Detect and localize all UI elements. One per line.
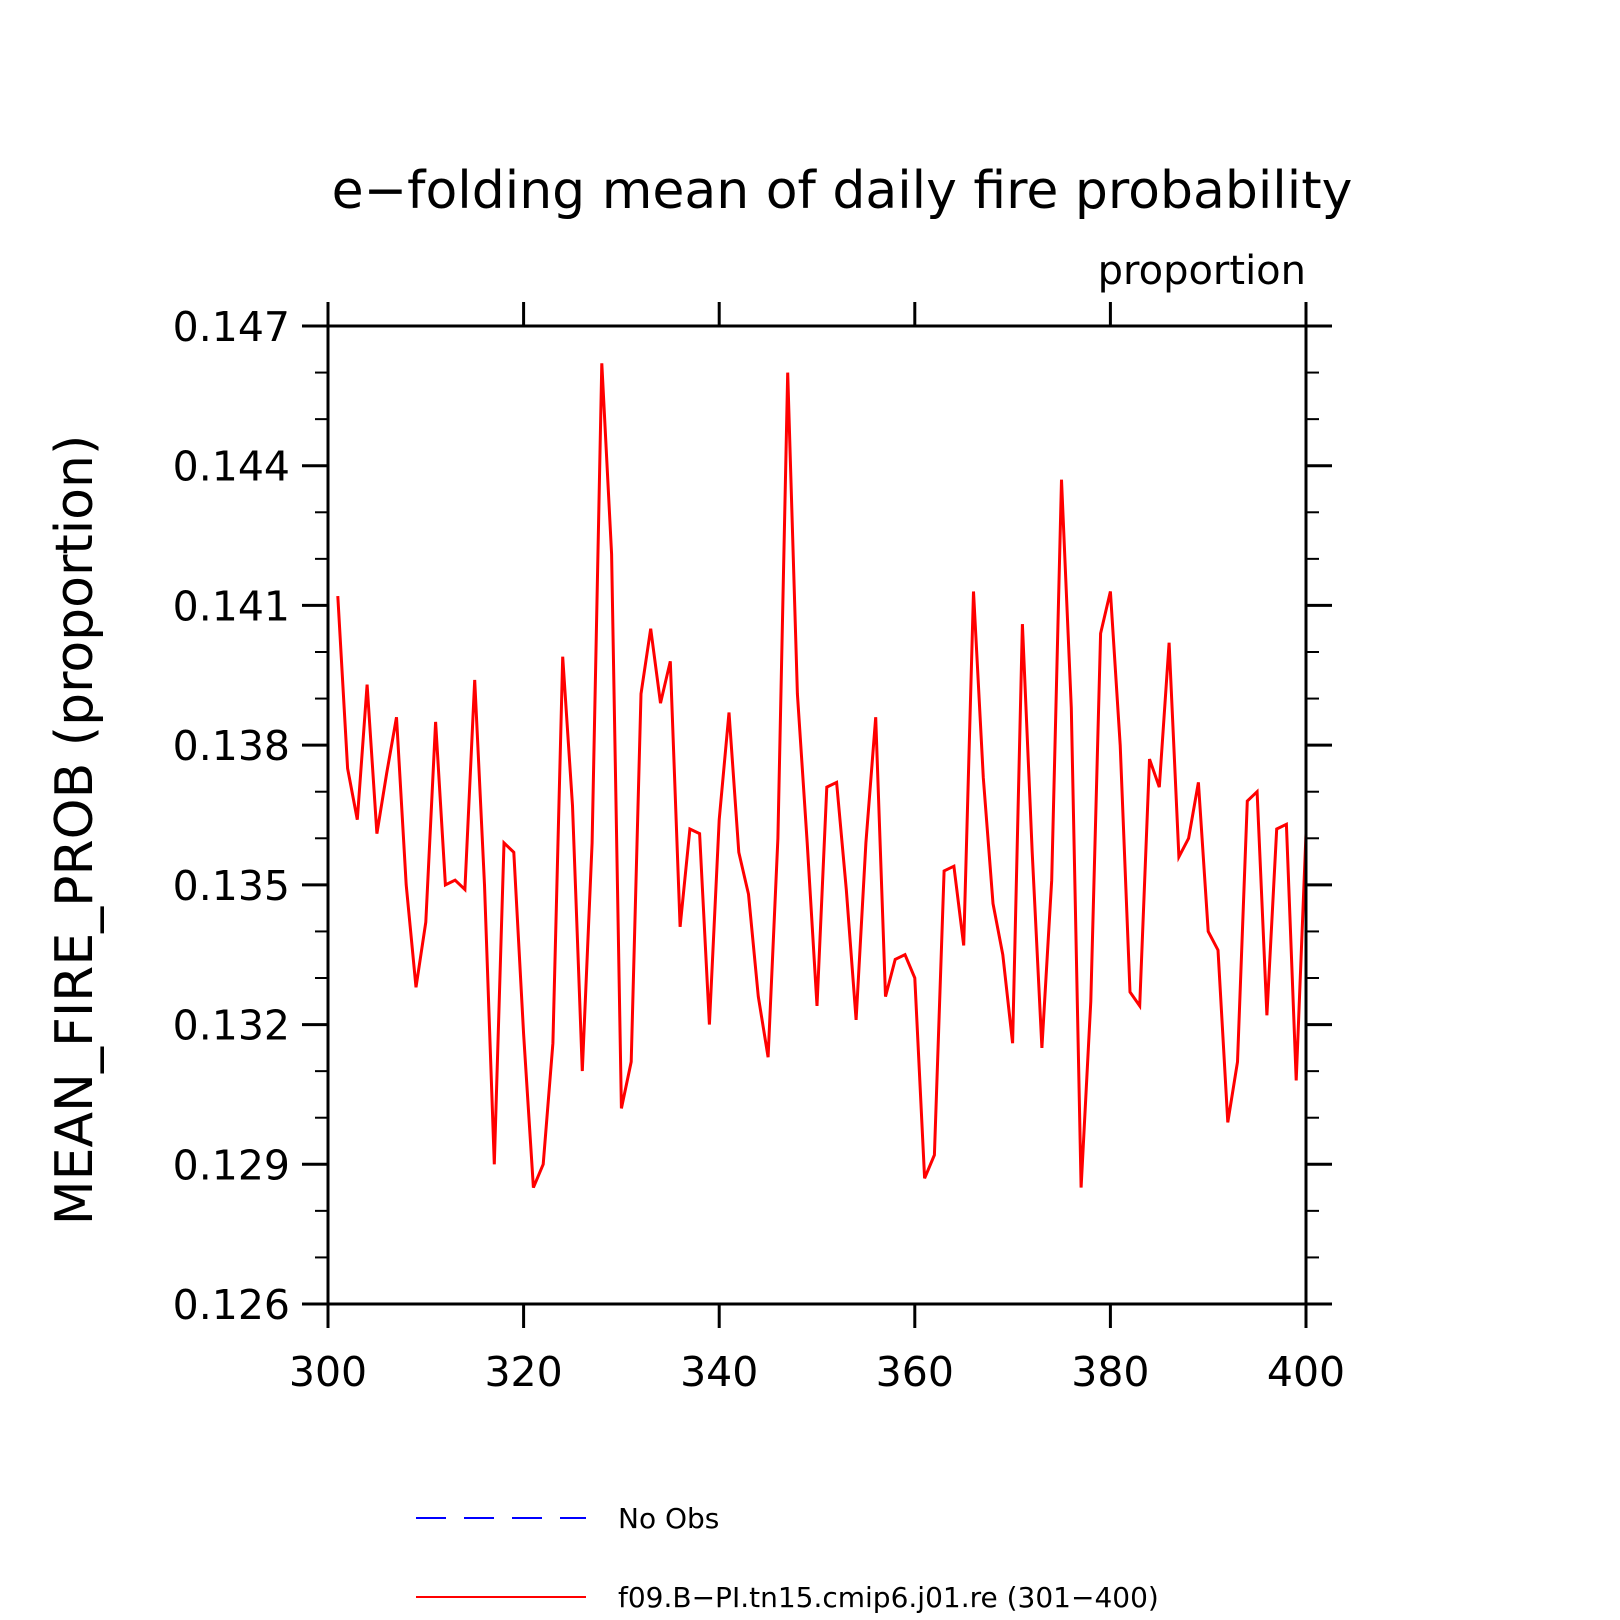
x-tick-label: 360 — [876, 1348, 954, 1396]
y-tick-label: 0.147 — [173, 303, 290, 351]
y-tick-label: 0.144 — [173, 443, 290, 491]
y-axis-label: MEAN_FIRE_PROB (proportion) — [45, 435, 105, 1226]
y-tick-label: 0.126 — [173, 1281, 290, 1329]
legend: No Obs f09.B−PI.tn15.cmip6.j01.re (301−4… — [416, 1502, 1159, 1614]
series-layer — [338, 363, 1306, 1187]
y-tick-label: 0.129 — [173, 1141, 290, 1189]
y-tick-label: 0.135 — [173, 862, 290, 910]
y-tick-label: 0.138 — [173, 722, 290, 770]
x-tick-label: 300 — [289, 1348, 367, 1396]
y-tick-label: 0.132 — [173, 1002, 290, 1050]
x-tick-label: 340 — [680, 1348, 758, 1396]
plot-frame — [328, 326, 1306, 1304]
legend-label-no-obs: No Obs — [618, 1502, 719, 1535]
chart-subtitle: proportion — [1098, 248, 1306, 294]
series-line-0 — [338, 363, 1306, 1187]
chart-canvas: e−folding mean of daily fire probability… — [0, 0, 1620, 1620]
legend-label-model-run: f09.B−PI.tn15.cmip6.j01.re (301−400) — [618, 1581, 1159, 1614]
chart-title: e−folding mean of daily fire probability — [332, 161, 1353, 221]
x-tick-label: 320 — [484, 1348, 562, 1396]
x-tick-label: 400 — [1267, 1348, 1345, 1396]
x-tick-label: 380 — [1071, 1348, 1149, 1396]
y-tick-labels: 0.126 0.129 0.132 0.135 0.138 0.141 0.144 0.147 — [173, 303, 290, 1329]
x-tick-labels: 300 320 340 360 380 400 — [289, 1348, 1345, 1396]
y-tick-label: 0.141 — [173, 582, 290, 630]
